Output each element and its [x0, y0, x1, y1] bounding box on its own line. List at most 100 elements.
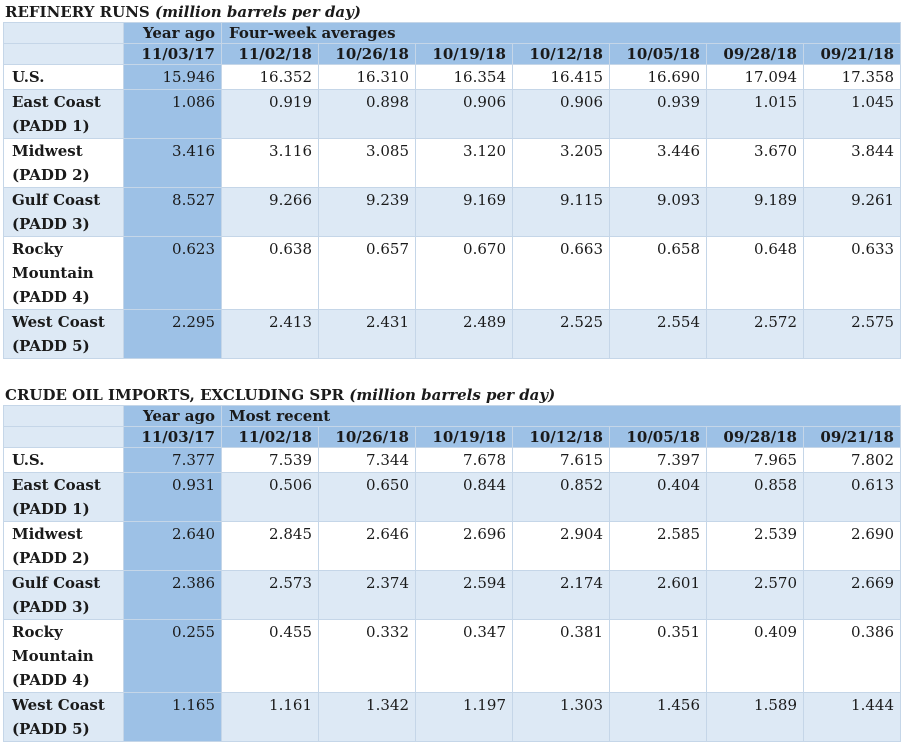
region-label: Rocky Mountain (PADD 4): [3, 236, 124, 310]
value-cell: 0.906: [415, 89, 513, 139]
value-cell: 0.404: [609, 472, 707, 522]
value-cell: 9.169: [415, 187, 513, 237]
value-cell: 3.085: [318, 138, 416, 188]
value-cell: 0.663: [512, 236, 610, 310]
region-label: East Coast (PADD 1): [3, 472, 124, 522]
region-label-line: Mountain: [12, 647, 94, 665]
year-ago-value: 8.527: [123, 187, 222, 237]
value-cell: 1.342: [318, 692, 416, 742]
date-header: 11/03/17: [123, 426, 222, 448]
region-label: Gulf Coast (PADD 3): [3, 187, 124, 237]
value-cell: 0.381: [512, 619, 610, 693]
region-label-line: East Coast: [12, 476, 101, 494]
region-label: U.S.: [3, 64, 124, 90]
value-cell: 2.585: [609, 521, 707, 571]
region-label-line: (PADD 2): [12, 166, 90, 184]
value-cell: 16.415: [512, 64, 610, 90]
value-cell: 0.613: [803, 472, 901, 522]
value-cell: 7.397: [609, 447, 707, 473]
value-cell: 9.266: [221, 187, 319, 237]
value-cell: 2.174: [512, 570, 610, 620]
value-cell: 9.115: [512, 187, 610, 237]
value-cell: 0.386: [803, 619, 901, 693]
value-cell: 0.332: [318, 619, 416, 693]
crude-imports-table: Year ago Most recent 11/03/17 11/02/18 10/26…: [3, 405, 901, 742]
year-ago-value: 15.946: [123, 64, 222, 90]
value-cell: 1.444: [803, 692, 901, 742]
value-cell: 9.261: [802, 187, 902, 237]
value-cell: 1.303: [512, 692, 610, 742]
region-label: East Coast (PADD 1): [3, 89, 124, 139]
value-cell: 2.646: [318, 521, 416, 571]
date-header: 11/03/17: [123, 43, 222, 65]
value-cell: 7.344: [318, 447, 416, 473]
value-cell: 16.352: [221, 64, 319, 90]
date-header: 11/02/18: [221, 43, 319, 65]
year-ago-value: 2.295: [123, 309, 222, 359]
date-header: 09/21/18: [803, 426, 901, 448]
value-cell: 0.650: [318, 472, 416, 522]
value-cell: 2.696: [415, 521, 513, 571]
value-cell: 2.904: [512, 521, 610, 571]
table-row: West Coast (PADD 5) 1.165 1.161 1.342 1.197 1.…: [3, 692, 901, 742]
region-label: Gulf Coast (PADD 3): [3, 570, 124, 620]
year-ago-value: 1.086: [123, 89, 222, 139]
value-cell: 0.347: [415, 619, 513, 693]
region-label-line: Midwest: [12, 142, 83, 160]
value-cell: 17.094: [706, 64, 804, 90]
year-ago-value: 0.255: [123, 619, 222, 693]
value-cell: 0.409: [706, 619, 804, 693]
value-cell: 1.161: [221, 692, 319, 742]
value-cell: 1.456: [609, 692, 707, 742]
region-label-line: (PADD 4): [12, 288, 90, 306]
year-ago-value: 2.640: [123, 521, 222, 571]
date-header: 09/21/18: [802, 43, 902, 65]
value-cell: 0.638: [221, 236, 319, 310]
group-header: Four-week averages: [220, 22, 902, 44]
year-ago-value: 7.377: [123, 447, 222, 473]
region-label: U.S.: [3, 447, 124, 473]
value-cell: 2.489: [415, 309, 513, 359]
table-row: Rocky Mountain (PADD 4) 0.255 0.455 0.332 0.34…: [3, 619, 901, 693]
date-header: 10/05/18: [609, 43, 707, 65]
year-ago-header: Year ago: [123, 22, 222, 44]
year-ago-value: 0.623: [123, 236, 222, 310]
value-cell: 0.906: [512, 89, 610, 139]
value-cell: 7.615: [512, 447, 610, 473]
value-cell: 3.205: [512, 138, 610, 188]
group-header: Most recent: [221, 405, 901, 427]
region-label-line: (PADD 5): [12, 337, 90, 355]
value-cell: 2.554: [609, 309, 707, 359]
table-row: East Coast (PADD 1) 1.086 0.919 0.898 0.906 0.…: [3, 89, 902, 139]
region-label: Rocky Mountain (PADD 4): [3, 619, 124, 693]
header-blank-cell: [3, 43, 124, 65]
header-blank-cell: [3, 426, 124, 448]
value-cell: 0.455: [221, 619, 319, 693]
year-ago-value: 2.386: [123, 570, 222, 620]
year-ago-value: 0.931: [123, 472, 222, 522]
value-cell: 1.589: [706, 692, 804, 742]
crude-imports-title: CRUDE OIL IMPORTS, EXCLUDING SPR (millio…: [3, 385, 901, 405]
value-cell: 2.570: [706, 570, 804, 620]
value-cell: 0.858: [706, 472, 804, 522]
value-cell: 0.844: [415, 472, 513, 522]
value-cell: 2.669: [803, 570, 901, 620]
date-header: 10/26/18: [318, 426, 416, 448]
imports-unit-text: (million barrels per day): [349, 386, 556, 404]
header-row-groups: Year ago Four-week averages: [3, 22, 902, 44]
date-header: 10/05/18: [609, 426, 707, 448]
header-blank-cell: [3, 22, 124, 44]
table-row: Gulf Coast (PADD 3) 2.386 2.573 2.374 2.594 2.…: [3, 570, 901, 620]
date-header: 10/19/18: [415, 426, 513, 448]
region-label-line: U.S.: [12, 68, 45, 86]
value-cell: 2.575: [802, 309, 902, 359]
year-ago-value: 3.416: [123, 138, 222, 188]
value-cell: 16.690: [609, 64, 707, 90]
region-label-line: (PADD 3): [12, 215, 90, 233]
value-cell: 2.374: [318, 570, 416, 620]
date-header: 10/26/18: [318, 43, 416, 65]
region-label-line: East Coast: [12, 93, 101, 111]
region-label: Midwest (PADD 2): [3, 138, 124, 188]
region-label: Midwest (PADD 2): [3, 521, 124, 571]
region-label: West Coast (PADD 5): [3, 692, 124, 742]
